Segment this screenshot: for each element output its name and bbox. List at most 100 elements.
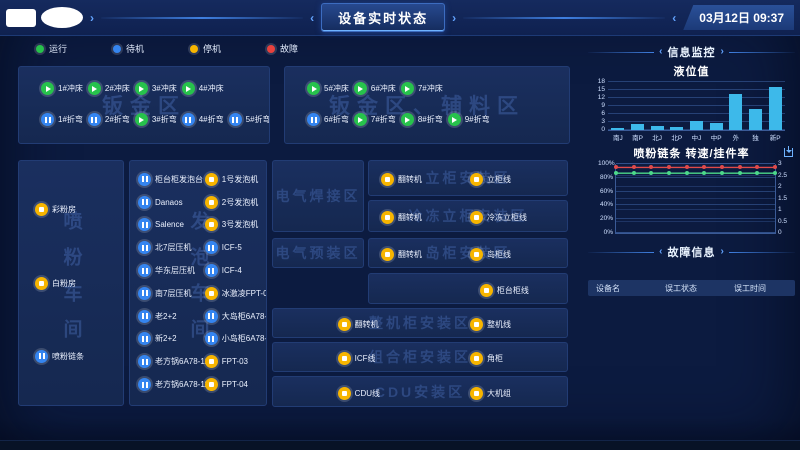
line-marker bbox=[684, 165, 689, 170]
equipment-item[interactable]: FPT-04 bbox=[204, 378, 264, 392]
equipment-item[interactable]: 岛柜线 bbox=[469, 248, 511, 261]
stop-status-icon bbox=[204, 286, 218, 300]
equipment-item[interactable]: 小岛柜6A78-08 bbox=[204, 332, 266, 346]
line-marker bbox=[702, 165, 707, 170]
equipment-item[interactable]: 3#冲床 bbox=[134, 82, 177, 95]
bar-x-label: 独 bbox=[752, 135, 759, 142]
equipment-label: 翻转机 bbox=[354, 320, 379, 329]
chain-speed-chart-title: 喷粉链条 转速/挂件率 bbox=[633, 148, 750, 160]
equipment-item[interactable]: 8#折弯 bbox=[400, 113, 443, 126]
legend-dot bbox=[36, 44, 44, 53]
equipment-label: Salence bbox=[155, 220, 184, 230]
equipment-item[interactable]: 南7层压机 bbox=[138, 286, 205, 300]
equipment-item[interactable]: 老2+2 bbox=[138, 309, 205, 323]
equipment-item[interactable]: 7#折弯 bbox=[353, 113, 396, 126]
equipment-item[interactable]: FPT-03 bbox=[204, 355, 264, 369]
stop-status-icon bbox=[35, 277, 48, 290]
line-marker bbox=[631, 165, 636, 170]
equipment-item[interactable]: 1#折弯 bbox=[41, 113, 83, 126]
chart-toolbox-icon[interactable] bbox=[784, 146, 793, 157]
equipment-item[interactable]: 华东层压机 bbox=[138, 264, 205, 278]
standby-status-icon bbox=[204, 241, 218, 255]
equipment-item[interactable]: 大机组 bbox=[469, 386, 511, 400]
equipment-label: 2号发泡机 bbox=[221, 197, 259, 207]
equipment-item[interactable]: 老方锅6A78-11 bbox=[138, 378, 209, 392]
equipment-item[interactable]: 老方锅6A78-12 bbox=[138, 355, 209, 369]
zone-combo: 组合柜安装区 ICF线 角柜 bbox=[272, 342, 568, 372]
equipment-item[interactable]: 1#冲床 bbox=[41, 82, 83, 95]
zone-watermark: 发泡车间 bbox=[187, 211, 209, 355]
equipment-item[interactable]: 4#折弯 bbox=[181, 113, 224, 126]
run-status-icon bbox=[400, 82, 414, 95]
equipment-label: FPT-03 bbox=[221, 357, 248, 367]
equipment-label: 冷冻立柜线 bbox=[486, 213, 527, 222]
line-marker bbox=[667, 165, 671, 170]
bar-x-label: 南J bbox=[612, 135, 623, 142]
stop-status-icon bbox=[204, 218, 218, 232]
equipment-item[interactable]: 翻转机 bbox=[337, 318, 379, 331]
equipment-item[interactable]: 喷粉链条 bbox=[35, 349, 84, 363]
standby-status-icon bbox=[204, 309, 218, 323]
equipment-item[interactable]: 立柜线 bbox=[469, 173, 511, 186]
equipment-item[interactable]: 4#冲床 bbox=[181, 82, 224, 95]
equipment-item[interactable]: 2#折弯 bbox=[87, 113, 130, 126]
zone-powder: 喷粉车间 彩粉房 白粉房 喷粉链条 bbox=[18, 160, 124, 406]
equipment-item[interactable]: 柜台柜发泡台 bbox=[138, 172, 205, 186]
bar bbox=[765, 82, 785, 130]
equipment-item[interactable]: 3号发泡机 bbox=[204, 218, 264, 232]
equipment-item[interactable]: 1号发泡机 bbox=[204, 172, 264, 186]
equipment-item[interactable]: 整机线 bbox=[469, 318, 511, 331]
bar bbox=[608, 82, 628, 130]
equipment-item[interactable]: 5#冲床 bbox=[307, 82, 349, 95]
equipment-item[interactable]: 9#折弯 bbox=[447, 113, 490, 126]
zone-watermark: CDU安装区 bbox=[374, 383, 466, 400]
zone-watermark: 钣金区、辅料区 bbox=[329, 95, 525, 118]
stop-status-icon bbox=[469, 318, 483, 331]
equipment-item[interactable]: ICF线 bbox=[337, 352, 376, 365]
equipment-item[interactable]: 北7层压机 bbox=[138, 241, 205, 255]
chevron-right-icon bbox=[90, 12, 94, 24]
equipment-item[interactable]: 翻转机 bbox=[380, 173, 422, 186]
equipment-item[interactable]: 冷冻立柜线 bbox=[469, 211, 527, 224]
page-title: 设备实时状态 bbox=[321, 3, 446, 32]
equipment-item[interactable]: 新2+2 bbox=[138, 332, 205, 346]
standby-status-icon bbox=[181, 113, 195, 126]
equipment-item[interactable]: 3#折弯 bbox=[134, 113, 177, 126]
equipment-item[interactable]: 6#冲床 bbox=[353, 82, 396, 95]
equipment-item[interactable]: 大岛柜6A78-15 bbox=[204, 309, 266, 323]
line-series-svg bbox=[616, 164, 775, 233]
equipment-item[interactable]: 5#折弯 bbox=[228, 113, 270, 126]
line-marker bbox=[649, 171, 654, 176]
equipment-item[interactable]: 翻转机 bbox=[380, 211, 422, 224]
equipment-item[interactable]: 2#冲床 bbox=[87, 82, 130, 95]
equipment-item[interactable]: 白粉房 bbox=[35, 277, 76, 290]
equipment-item[interactable]: ICF-5 bbox=[204, 241, 264, 255]
equipment-item[interactable]: 2号发泡机 bbox=[204, 195, 264, 209]
zone-preassy: 电气预装区 bbox=[272, 238, 364, 268]
run-status-icon bbox=[134, 113, 148, 126]
legend-item-run: 运行 bbox=[36, 42, 67, 55]
equipment-item[interactable]: 彩粉房 bbox=[35, 203, 76, 216]
equipment-item[interactable]: 7#冲床 bbox=[400, 82, 443, 95]
equipment-item[interactable]: 冰激凌FPT-07 bbox=[204, 286, 266, 300]
chevron-left-icon bbox=[310, 12, 314, 24]
zone-foam: 发泡车间 柜台柜发泡台 Danaos Salence 北7层压机华东层压机南7层压机老2… bbox=[129, 160, 267, 406]
equipment-item[interactable]: 6#折弯 bbox=[307, 113, 349, 126]
line-marker bbox=[737, 165, 742, 170]
equipment-item[interactable]: Salence bbox=[138, 218, 205, 232]
standby-status-icon bbox=[41, 113, 54, 126]
equipment-item[interactable]: 柜台柜线 bbox=[479, 283, 529, 297]
equipment-item[interactable]: ICF-4 bbox=[204, 264, 264, 278]
footer-strip bbox=[0, 440, 800, 450]
equipment-label: 5#折弯 bbox=[245, 115, 270, 124]
equipment-label: 华东层压机 bbox=[155, 266, 195, 276]
equipment-item[interactable]: CDU线 bbox=[337, 386, 380, 400]
equipment-item[interactable]: 角柜 bbox=[469, 352, 503, 365]
equipment-item[interactable]: Danaos bbox=[138, 195, 205, 209]
line-marker bbox=[614, 165, 618, 170]
standby-status-icon bbox=[138, 264, 151, 278]
line-marker bbox=[755, 171, 760, 176]
zone-watermark: 岛柜安装区 bbox=[425, 245, 511, 261]
equipment-item[interactable]: 翻转机 bbox=[380, 248, 422, 261]
